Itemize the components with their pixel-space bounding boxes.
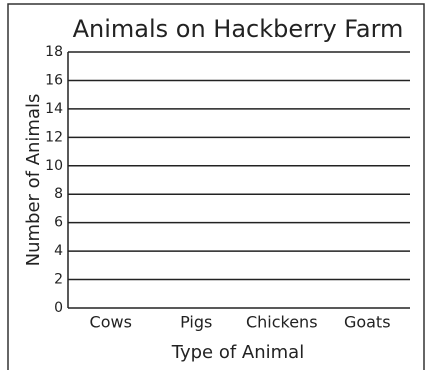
y-tick-label: 14 — [45, 101, 63, 117]
y-tick-label: 16 — [45, 72, 63, 88]
x-axis-title: Type of Animal — [171, 342, 304, 363]
y-tick-label: 0 — [54, 300, 63, 316]
x-tick-label: Chickens — [246, 313, 318, 332]
chart-title: Animals on Hackberry Farm — [73, 15, 404, 43]
y-axis-title: Number of Animals — [23, 94, 44, 267]
y-tick-label: 4 — [54, 243, 63, 259]
x-tick-label: Goats — [344, 313, 391, 332]
y-tick-label: 8 — [54, 186, 63, 202]
x-tick-label: Cows — [90, 313, 132, 332]
frame — [7, 3, 425, 370]
y-tick-label: 10 — [45, 158, 63, 174]
x-tick-label: Pigs — [180, 313, 212, 332]
y-tick-label: 6 — [54, 215, 63, 231]
y-tick-label: 12 — [45, 129, 63, 145]
y-tick-label: 2 — [54, 272, 63, 288]
y-tick-label: 18 — [45, 44, 63, 60]
